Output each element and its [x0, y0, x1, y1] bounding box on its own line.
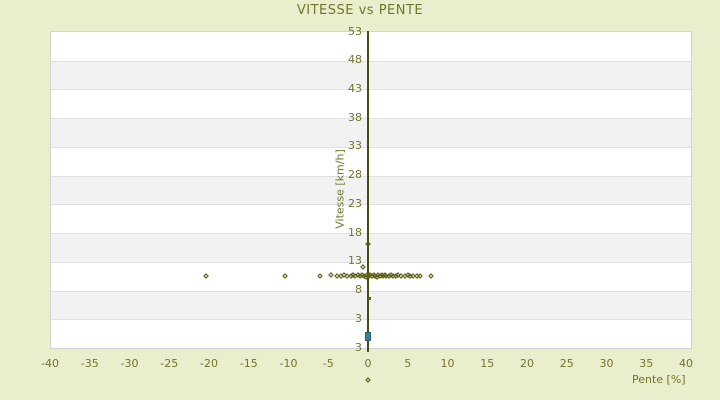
data-point-dot	[368, 297, 372, 301]
grid-band	[51, 290, 691, 320]
gridline	[51, 290, 691, 292]
gridline	[51, 204, 691, 206]
x-tick-label: 30	[599, 357, 614, 370]
x-tick-label: 40	[679, 357, 694, 370]
y-tick-label: 13	[348, 254, 362, 268]
x-tick-label: -35	[80, 357, 99, 370]
y-tick-label: 18	[348, 225, 362, 239]
gridline	[51, 261, 691, 263]
y-tick-label: 28	[348, 168, 362, 182]
y-tick-label: 43	[348, 81, 362, 95]
y-tick-label: 23	[348, 196, 362, 210]
y-axis-title: Vitesse [km/h]	[333, 148, 347, 229]
x-tick-label: 10	[440, 357, 455, 370]
grid-band	[51, 204, 691, 234]
x-tick-label: -25	[160, 357, 179, 370]
x-tick-label: 0	[364, 357, 372, 370]
grid-band	[51, 89, 691, 119]
grid-band	[51, 32, 691, 61]
grid-band	[51, 118, 691, 147]
y-tick-label: 8	[355, 283, 362, 297]
x-tick-label: 5	[404, 357, 412, 370]
y-tick-label: 3	[355, 311, 362, 325]
y-axis-line	[367, 31, 369, 352]
gridline	[51, 89, 691, 91]
y-tick-label: 48	[348, 53, 362, 67]
grid-band	[51, 261, 691, 291]
x-tick-label: 20	[520, 357, 535, 370]
y-tick-label: 53	[348, 24, 362, 38]
y-tick-label: 33	[348, 139, 362, 153]
x-tick-label: -15	[239, 357, 258, 370]
grid-band	[51, 146, 691, 176]
x-tick-label: -40	[41, 357, 59, 370]
data-point-highlight	[365, 332, 371, 342]
x-tick-label: -10	[279, 357, 298, 370]
y-tick-label: 38	[348, 110, 362, 124]
x-tick-label: 25	[559, 357, 574, 370]
gridline	[51, 146, 691, 148]
gridline	[51, 175, 691, 177]
x-tick-label: -5	[322, 357, 334, 370]
x-tick-label: 15	[480, 357, 495, 370]
grid-band	[51, 175, 691, 205]
x-tick-label: -30	[120, 357, 139, 370]
legend-marker-icon	[365, 377, 371, 383]
gridline	[51, 233, 691, 235]
grid-band	[51, 60, 691, 90]
grid-band	[51, 319, 691, 348]
chart-title: VITESSE vs PENTE	[296, 3, 424, 18]
plot-area	[50, 31, 692, 349]
gridline	[51, 60, 691, 62]
y-tick-label: 3	[355, 340, 362, 354]
grid-band	[51, 233, 691, 262]
gridline	[51, 118, 691, 120]
gridline	[51, 319, 691, 321]
x-axis-title: Pente [%]	[632, 373, 686, 386]
x-tick-label: -20	[200, 357, 218, 370]
x-tick-label: 35	[639, 357, 654, 370]
